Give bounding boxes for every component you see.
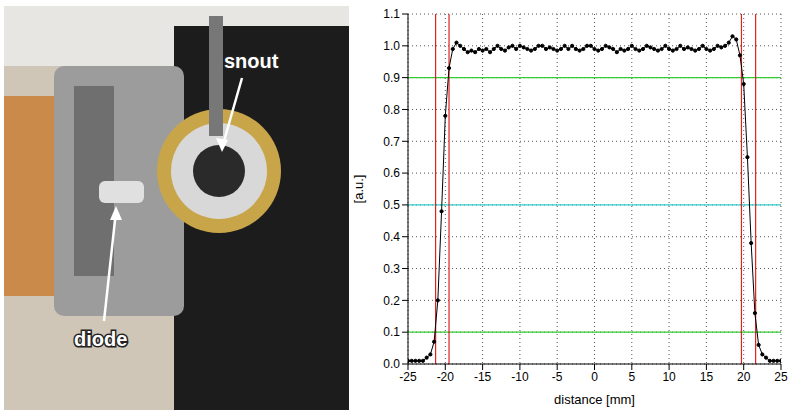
svg-text:-25: -25 — [399, 370, 417, 384]
svg-text:-20: -20 — [437, 370, 455, 384]
svg-text:0.4: 0.4 — [383, 230, 400, 244]
svg-text:1.1: 1.1 — [383, 7, 400, 21]
svg-text:0.9: 0.9 — [383, 71, 400, 85]
svg-text:0: 0 — [591, 370, 598, 384]
svg-text:0.1: 0.1 — [383, 325, 400, 339]
svg-text:-5: -5 — [552, 370, 563, 384]
svg-text:15: 15 — [700, 370, 714, 384]
svg-text:diode: diode — [74, 328, 127, 350]
svg-text:0.8: 0.8 — [383, 103, 400, 117]
svg-text:0.0: 0.0 — [383, 357, 400, 371]
svg-text:25: 25 — [774, 370, 788, 384]
svg-text:20: 20 — [737, 370, 751, 384]
svg-text:distance [mm]: distance [mm] — [554, 392, 635, 407]
svg-text:0.7: 0.7 — [383, 135, 400, 149]
svg-text:0.2: 0.2 — [383, 294, 400, 308]
svg-text:0.3: 0.3 — [383, 262, 400, 276]
svg-text:1.0: 1.0 — [383, 39, 400, 53]
svg-text:-15: -15 — [474, 370, 492, 384]
svg-text:snout: snout — [224, 50, 279, 72]
svg-text:0.6: 0.6 — [383, 166, 400, 180]
svg-text:[a.u.]: [a.u.] — [352, 175, 366, 204]
svg-text:5: 5 — [628, 370, 635, 384]
svg-text:-10: -10 — [511, 370, 529, 384]
svg-text:10: 10 — [662, 370, 676, 384]
svg-text:0.5: 0.5 — [383, 198, 400, 212]
